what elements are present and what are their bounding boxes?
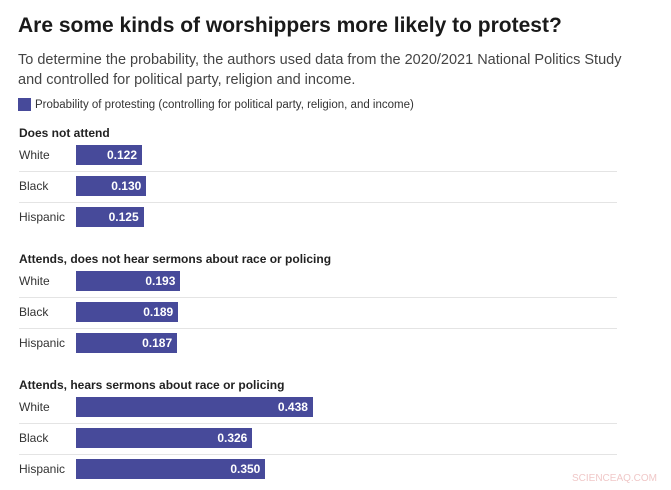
- bar: 0.187: [76, 333, 178, 353]
- bar-row: Hispanic 0.350: [19, 454, 617, 485]
- category-label: Hispanic: [19, 462, 66, 476]
- legend-label: Probability of protesting (controlling f…: [35, 98, 414, 111]
- data-label: 0.130: [111, 179, 142, 193]
- group-title: Attends, does not hear sermons about rac…: [19, 252, 332, 266]
- bar-row: Black 0.189: [19, 297, 617, 329]
- bar: 0.350: [76, 459, 266, 479]
- bar: 0.193: [76, 271, 181, 291]
- bar-row: Hispanic 0.187: [19, 328, 617, 359]
- bar-row: Hispanic 0.125: [19, 202, 617, 233]
- legend-swatch: [18, 98, 31, 111]
- bar: 0.130: [76, 176, 147, 196]
- bar: 0.189: [76, 302, 179, 322]
- bar: 0.438: [76, 397, 313, 417]
- data-label: 0.125: [108, 210, 139, 224]
- category-label: White: [19, 274, 50, 288]
- category-label: Black: [19, 431, 49, 445]
- category-label: Black: [19, 179, 49, 193]
- category-label: Hispanic: [19, 336, 66, 350]
- data-label: 0.350: [230, 462, 261, 476]
- data-label: 0.326: [217, 431, 248, 445]
- category-label: Black: [19, 305, 49, 319]
- bar-row: White 0.122: [19, 140, 617, 172]
- bar-row: Black 0.130: [19, 171, 617, 203]
- bar-row: White 0.193: [19, 266, 617, 298]
- legend: Probability of protesting (controlling f…: [18, 98, 414, 111]
- watermark: SCIENCEAQ.COM: [572, 473, 658, 484]
- bar: 0.122: [76, 145, 142, 165]
- group-title: Does not attend: [19, 126, 110, 140]
- category-label: White: [19, 400, 50, 414]
- category-label: Hispanic: [19, 210, 66, 224]
- bar-row: White 0.438: [19, 392, 617, 424]
- bar: 0.326: [76, 428, 253, 448]
- category-label: White: [19, 148, 50, 162]
- data-label: 0.193: [145, 274, 176, 288]
- data-label: 0.438: [277, 400, 308, 414]
- chart-title: Are some kinds of worshippers more likel…: [18, 14, 562, 37]
- group-title: Attends, hears sermons about race or pol…: [19, 378, 285, 392]
- chart-subtitle: To determine the probability, the author…: [18, 52, 622, 88]
- bar: 0.125: [76, 207, 144, 227]
- data-label: 0.122: [106, 148, 137, 162]
- bar-row: Black 0.326: [19, 423, 617, 455]
- data-label: 0.187: [142, 336, 173, 350]
- data-label: 0.189: [143, 305, 174, 319]
